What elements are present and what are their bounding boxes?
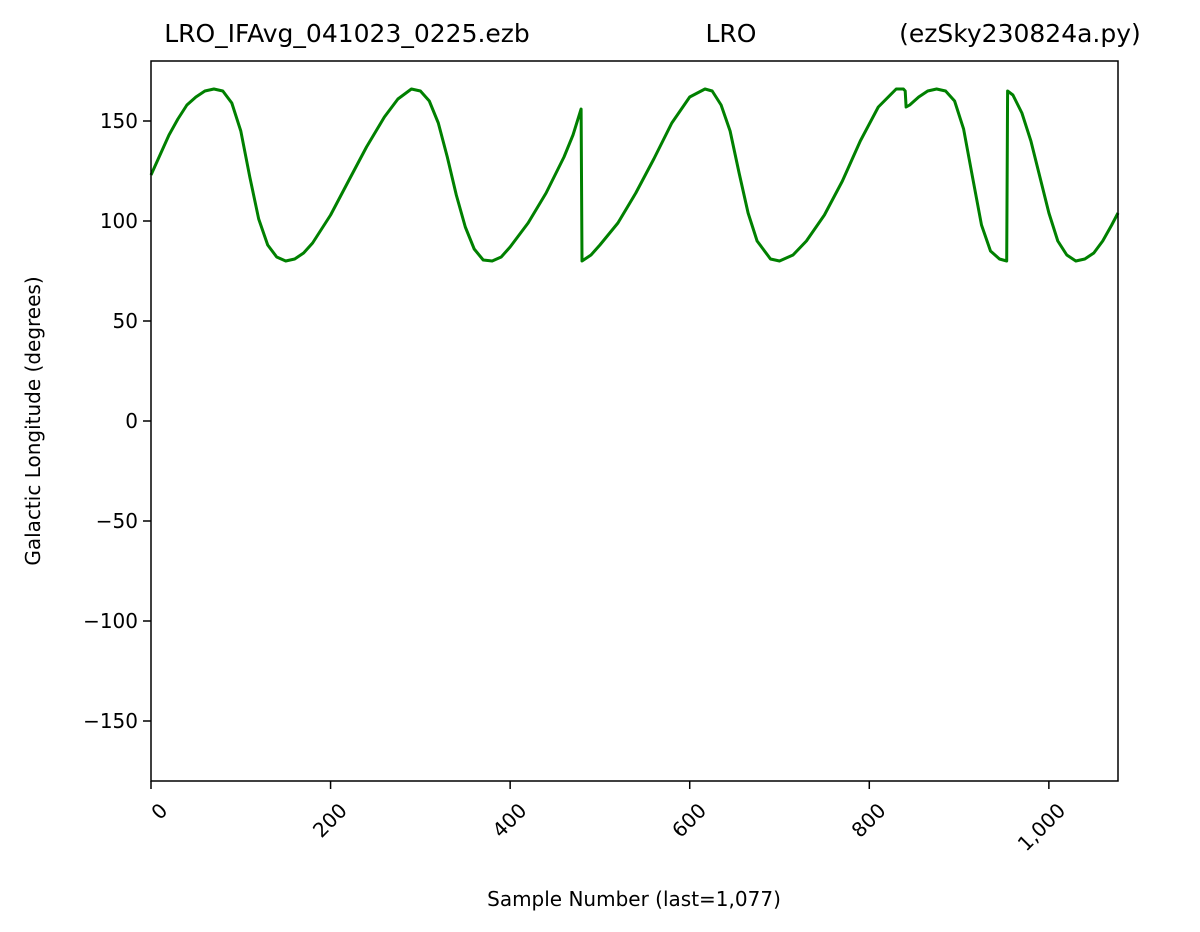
- series-line-0: [149, 87, 1120, 263]
- chart-title-left: LRO_IFAvg_041023_0225.ezb: [164, 19, 530, 48]
- y-axis-label: Galactic Longitude (degrees): [21, 276, 45, 565]
- y-tick-label: 0: [125, 409, 138, 433]
- y-tick-label: 150: [100, 109, 138, 133]
- series-layer: [149, 87, 1120, 263]
- y-tick-label: 50: [113, 309, 138, 333]
- y-tick-label: −50: [96, 509, 138, 533]
- chart-title-center: LRO: [706, 19, 757, 48]
- x-axis-label: Sample Number (last=1,077): [487, 887, 781, 911]
- y-tick-label: −150: [83, 709, 138, 733]
- y-tick-label: −100: [83, 609, 138, 633]
- chart-title-right: (ezSky230824a.py): [899, 19, 1141, 48]
- y-axis-ticks: 150 100 50 0 −50 −100 −150: [83, 109, 151, 733]
- y-tick-label: 100: [100, 209, 138, 233]
